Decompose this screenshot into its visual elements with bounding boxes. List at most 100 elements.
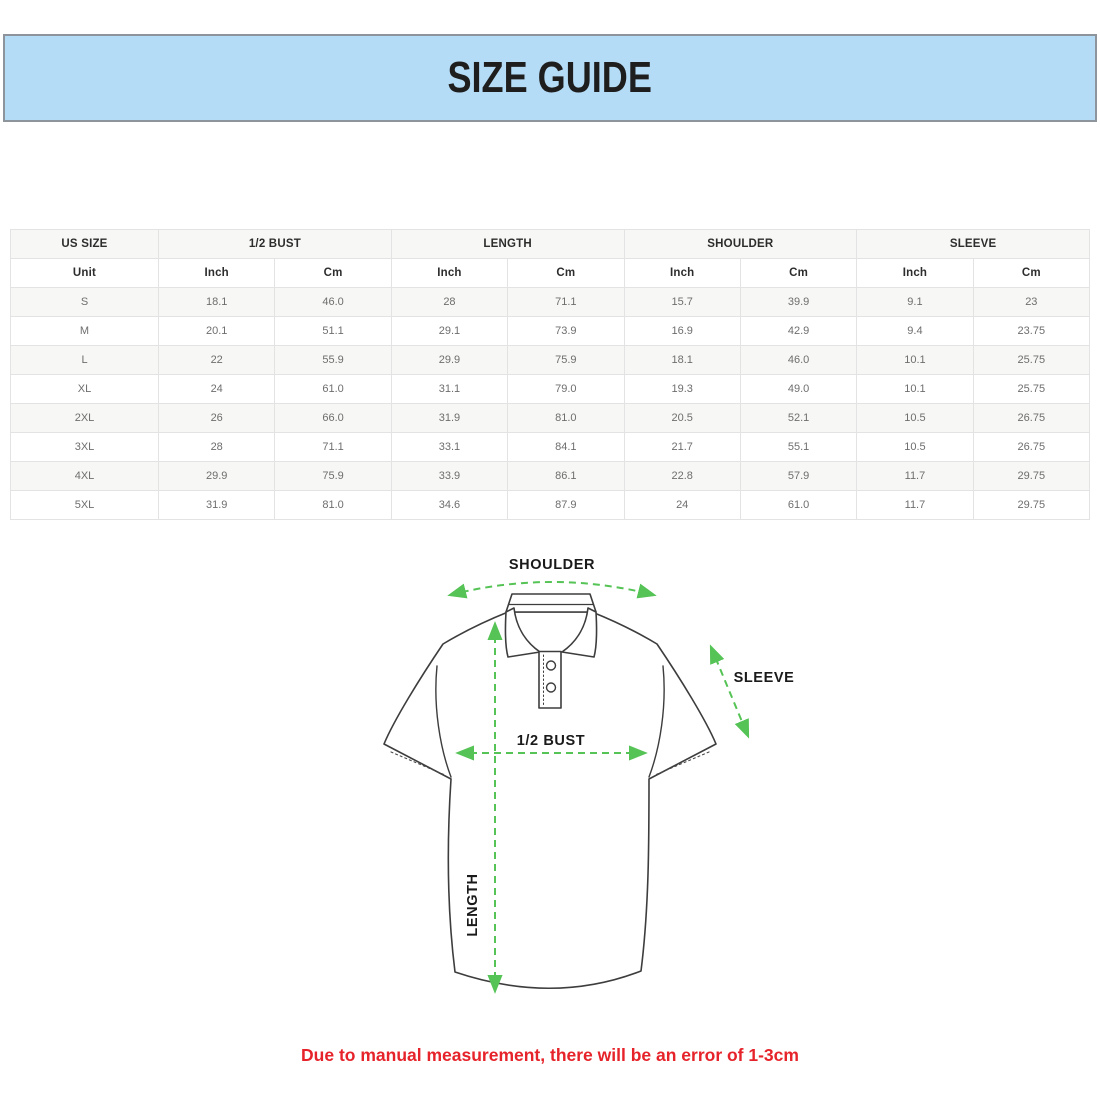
table-cell: 31.9: [159, 491, 276, 520]
table-cell: 52.1: [740, 404, 858, 433]
sub-header-cell: Cm: [275, 259, 392, 288]
sub-header-cell: Inch: [159, 259, 276, 288]
table-cell: 31.9: [391, 404, 509, 433]
size-cell: 5XL: [11, 491, 159, 520]
table-cell: 19.3: [624, 375, 741, 404]
size-guide-banner: SIZE GUIDE: [3, 34, 1097, 122]
group-header-us-size: US SIZE: [11, 230, 159, 259]
table-cell: 33.9: [391, 462, 509, 491]
table-cell: 75.9: [275, 462, 392, 491]
placket: [538, 650, 562, 709]
group-header-bust: 1/2 BUST: [159, 230, 392, 259]
table-cell: 57.9: [740, 462, 858, 491]
table-cell: 61.0: [275, 375, 392, 404]
table-cell: 39.9: [740, 288, 858, 317]
table-cell: 29.9: [391, 346, 509, 375]
table-cell: 11.7: [857, 491, 974, 520]
button-top: [545, 660, 557, 671]
table-cell: 20.5: [624, 404, 741, 433]
table-cell: 22: [159, 346, 276, 375]
table-cell: 10.5: [857, 404, 974, 433]
table-cell: 29.75: [973, 462, 1090, 491]
table-cell: 46.0: [275, 288, 392, 317]
table-cell: 79.0: [508, 375, 625, 404]
size-cell: 2XL: [11, 404, 159, 433]
sub-header-unit: Unit: [11, 259, 159, 288]
size-cell: S: [11, 288, 159, 317]
table-cell: 55.9: [275, 346, 392, 375]
size-cell: 3XL: [11, 433, 159, 462]
size-table: US SIZE 1/2 BUST LENGTH SHOULDER SLEEVE …: [10, 229, 1090, 520]
table-cell: 61.0: [740, 491, 858, 520]
table-cell: 18.1: [624, 346, 741, 375]
table-cell: 26.75: [973, 404, 1090, 433]
table-cell: 21.7: [624, 433, 741, 462]
table-cell: 73.9: [508, 317, 625, 346]
sub-header-cell: Inch: [391, 259, 509, 288]
table-cell: 24: [159, 375, 276, 404]
table-cell: 22.8: [624, 462, 741, 491]
table-cell: 29.9: [159, 462, 276, 491]
sub-header-cell: Cm: [508, 259, 625, 288]
table-cell: 10.1: [857, 375, 974, 404]
table-cell: 81.0: [508, 404, 625, 433]
sub-header-cell: Cm: [973, 259, 1090, 288]
sub-header-cell: Inch: [857, 259, 974, 288]
table-cell: 46.0: [740, 346, 858, 375]
collar-right-flap: [561, 607, 598, 658]
table-cell: 18.1: [159, 288, 276, 317]
table-cell: 23.75: [973, 317, 1090, 346]
page-title: SIZE GUIDE: [447, 53, 653, 102]
table-cell: 16.9: [624, 317, 741, 346]
size-cell: XL: [11, 375, 159, 404]
table-cell: 55.1: [740, 433, 858, 462]
collar-band: [505, 593, 597, 613]
table-cell: 42.9: [740, 317, 858, 346]
table-cell: 26: [159, 404, 276, 433]
table-cell: 33.1: [391, 433, 509, 462]
sub-header-cell: Cm: [740, 259, 858, 288]
size-cell: L: [11, 346, 159, 375]
table-cell: 71.1: [508, 288, 625, 317]
measurement-disclaimer: Due to manual measurement, there will be…: [301, 1045, 799, 1065]
table-cell: 9.4: [857, 317, 974, 346]
table-cell: 26.75: [973, 433, 1090, 462]
table-cell: 24: [624, 491, 741, 520]
table-cell: 10.5: [857, 433, 974, 462]
length-label: LENGTH: [465, 873, 481, 936]
table-cell: 25.75: [973, 346, 1090, 375]
table-cell: 9.1: [857, 288, 974, 317]
table-cell: 23: [973, 288, 1090, 317]
table-cell: 81.0: [275, 491, 392, 520]
right-armhole-seam: [648, 665, 665, 778]
table-cell: 84.1: [508, 433, 625, 462]
group-header-sleeve: SLEEVE: [857, 230, 1090, 259]
table-cell: 20.1: [159, 317, 276, 346]
group-header-shoulder: SHOULDER: [624, 230, 858, 259]
table-cell: 29.1: [391, 317, 509, 346]
shoulder-label: SHOULDER: [509, 557, 595, 573]
right-cuff-stitch: [654, 751, 710, 776]
size-cell: M: [11, 317, 159, 346]
shoulder-arrow: [447, 581, 657, 599]
table-cell: 71.1: [275, 433, 392, 462]
table-cell: 31.1: [391, 375, 509, 404]
table-cell: 66.0: [275, 404, 392, 433]
bust-label: 1/2 BUST: [517, 733, 585, 749]
left-armhole-seam: [435, 665, 452, 778]
table-cell: 86.1: [508, 462, 625, 491]
polo-shirt-diagram: SHOULDER SLEEVE 1/2 BUST LENGTH: [370, 548, 810, 1030]
sub-header-cell: Inch: [624, 259, 741, 288]
table-cell: 49.0: [740, 375, 858, 404]
size-cell: 4XL: [11, 462, 159, 491]
table-cell: 25.75: [973, 375, 1090, 404]
table-cell: 28: [391, 288, 509, 317]
table-cell: 11.7: [857, 462, 974, 491]
table-cell: 51.1: [275, 317, 392, 346]
table-cell: 87.9: [508, 491, 625, 520]
table-cell: 34.6: [391, 491, 509, 520]
table-cell: 10.1: [857, 346, 974, 375]
polo-shirt-outline: [383, 593, 717, 990]
sleeve-arrow: [709, 644, 750, 739]
